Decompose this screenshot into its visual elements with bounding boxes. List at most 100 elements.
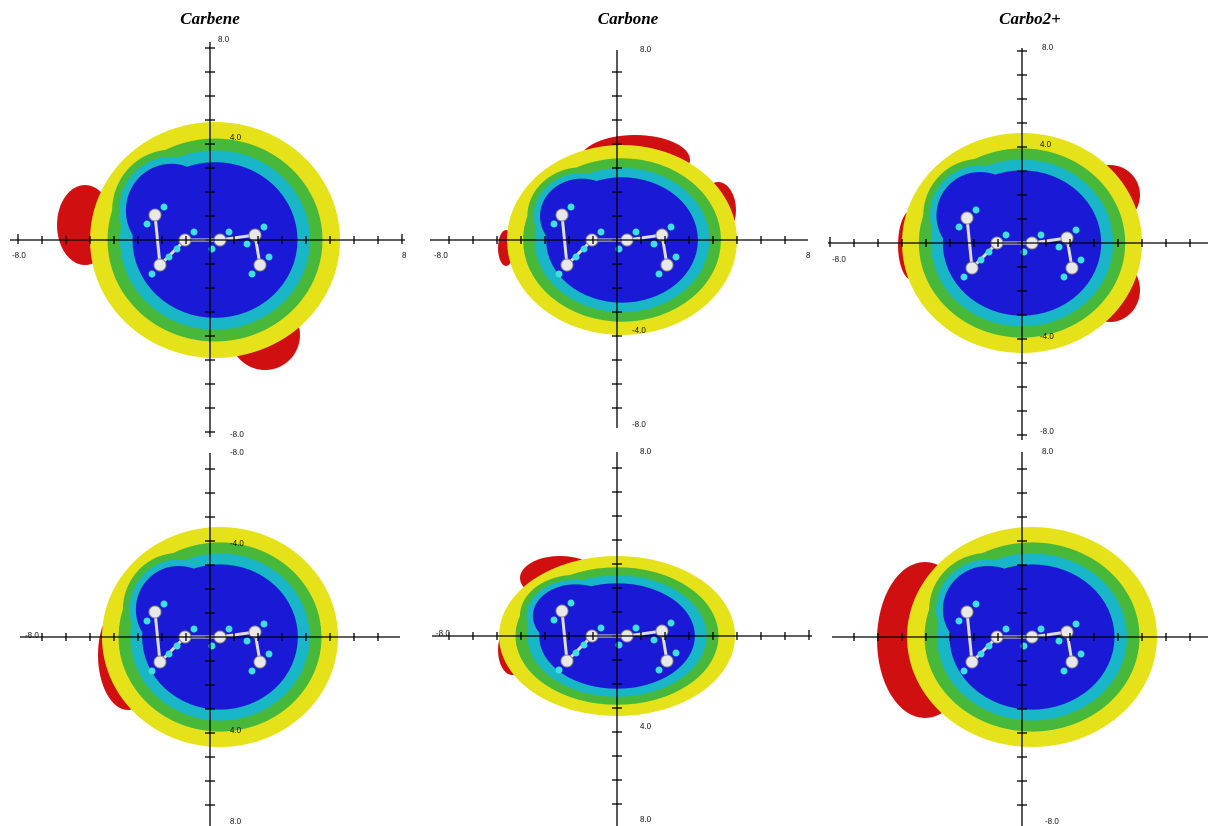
atom bbox=[960, 211, 974, 225]
h-atom bbox=[597, 228, 605, 236]
h-atom bbox=[650, 240, 658, 248]
axis-label: -8.0 bbox=[1045, 817, 1059, 826]
h-atom bbox=[1077, 650, 1085, 658]
h-atom bbox=[567, 203, 575, 211]
axis-label: -8.0 bbox=[832, 255, 846, 264]
panel: 8.0 4.0 -8.0 8 -8.0 bbox=[10, 35, 407, 439]
axis-label: -8.0 bbox=[434, 251, 448, 260]
h-atom bbox=[260, 223, 268, 231]
atom bbox=[555, 604, 569, 618]
axis-label: 8.0 bbox=[640, 447, 652, 456]
h-atom bbox=[225, 228, 233, 236]
h-atom bbox=[972, 600, 980, 608]
atom bbox=[1060, 625, 1074, 639]
h-atom bbox=[243, 240, 251, 248]
axis-label: -8.0 bbox=[632, 420, 646, 429]
h-atom bbox=[960, 667, 968, 675]
h-atom bbox=[160, 600, 168, 608]
h-atom bbox=[243, 637, 251, 645]
h-atom bbox=[655, 666, 663, 674]
atom bbox=[965, 655, 979, 669]
h-atom bbox=[667, 223, 675, 231]
h-atom bbox=[960, 273, 968, 281]
atom bbox=[560, 258, 574, 272]
surface-layer bbox=[936, 171, 1024, 260]
atom bbox=[655, 228, 669, 242]
h-atom bbox=[955, 223, 963, 231]
atom bbox=[253, 258, 267, 272]
atom bbox=[153, 655, 167, 669]
h-atom bbox=[190, 625, 198, 633]
h-atom bbox=[160, 203, 168, 211]
axis-label: -4.0 bbox=[632, 326, 646, 335]
atom bbox=[1060, 231, 1074, 245]
h-atom bbox=[260, 620, 268, 628]
axis-label: 8 bbox=[806, 251, 811, 260]
axis-label: 4.0 bbox=[640, 722, 652, 731]
h-atom bbox=[550, 220, 558, 228]
h-atom bbox=[1037, 231, 1045, 239]
panel: -8.0 -4.0 -8.0 4.0 8.0 bbox=[20, 448, 400, 826]
h-atom bbox=[977, 650, 985, 658]
h-atom bbox=[143, 220, 151, 228]
axis-label: 8.0 bbox=[1042, 447, 1054, 456]
axis-label: -4.0 bbox=[230, 539, 244, 548]
h-atom bbox=[1002, 625, 1010, 633]
h-atom bbox=[955, 617, 963, 625]
panel-title: Carbone bbox=[598, 9, 659, 28]
panel-title: Carbene bbox=[180, 9, 240, 28]
panel: 8.0 -8.0 8 -4.0 -8.0 bbox=[430, 45, 811, 429]
atom bbox=[660, 258, 674, 272]
surface-layer bbox=[125, 163, 217, 258]
h-atom bbox=[1077, 256, 1085, 264]
h-atom bbox=[148, 270, 156, 278]
h-atom bbox=[1060, 667, 1068, 675]
atom bbox=[1065, 655, 1079, 669]
h-atom bbox=[190, 228, 198, 236]
h-atom bbox=[265, 253, 273, 261]
h-atom bbox=[667, 619, 675, 627]
atom bbox=[660, 654, 674, 668]
axis-label: -8.0 bbox=[25, 631, 39, 640]
axis-label: 8.0 bbox=[640, 45, 652, 54]
h-atom bbox=[567, 599, 575, 607]
h-atom bbox=[148, 667, 156, 675]
atom bbox=[1065, 261, 1079, 275]
atom bbox=[148, 208, 162, 222]
h-atom bbox=[572, 649, 580, 657]
atom bbox=[148, 605, 162, 619]
axis-label: -4.0 bbox=[1040, 332, 1054, 341]
h-atom bbox=[1055, 637, 1063, 645]
atom bbox=[253, 655, 267, 669]
h-atom bbox=[173, 642, 181, 650]
axis-label: -8.0 bbox=[12, 251, 26, 260]
atom bbox=[960, 605, 974, 619]
h-atom bbox=[143, 617, 151, 625]
axis-label: 4.0 bbox=[230, 726, 242, 735]
atom bbox=[655, 624, 669, 638]
h-atom bbox=[672, 649, 680, 657]
h-atom bbox=[555, 666, 563, 674]
h-atom bbox=[1072, 226, 1080, 234]
axis-label: 8 bbox=[402, 251, 407, 260]
panel: 8.0 -8.0 bbox=[832, 447, 1208, 826]
h-atom bbox=[597, 624, 605, 632]
axis-label: 8.0 bbox=[1042, 43, 1054, 52]
axis-label: 4.0 bbox=[230, 133, 242, 142]
panel-title: Carbo2+ bbox=[999, 9, 1061, 28]
h-atom bbox=[580, 641, 588, 649]
atom bbox=[248, 228, 262, 242]
surface-layer bbox=[942, 565, 1034, 654]
axis-label: 4.0 bbox=[1040, 140, 1052, 149]
atom bbox=[248, 625, 262, 639]
surface-layer bbox=[532, 584, 619, 648]
h-atom bbox=[265, 650, 273, 658]
atom bbox=[153, 258, 167, 272]
surface-layer bbox=[540, 178, 624, 254]
h-atom bbox=[580, 245, 588, 253]
h-atom bbox=[650, 636, 658, 644]
h-atom bbox=[165, 253, 173, 261]
h-atom bbox=[985, 248, 993, 256]
atom bbox=[965, 261, 979, 275]
atom bbox=[555, 208, 569, 222]
